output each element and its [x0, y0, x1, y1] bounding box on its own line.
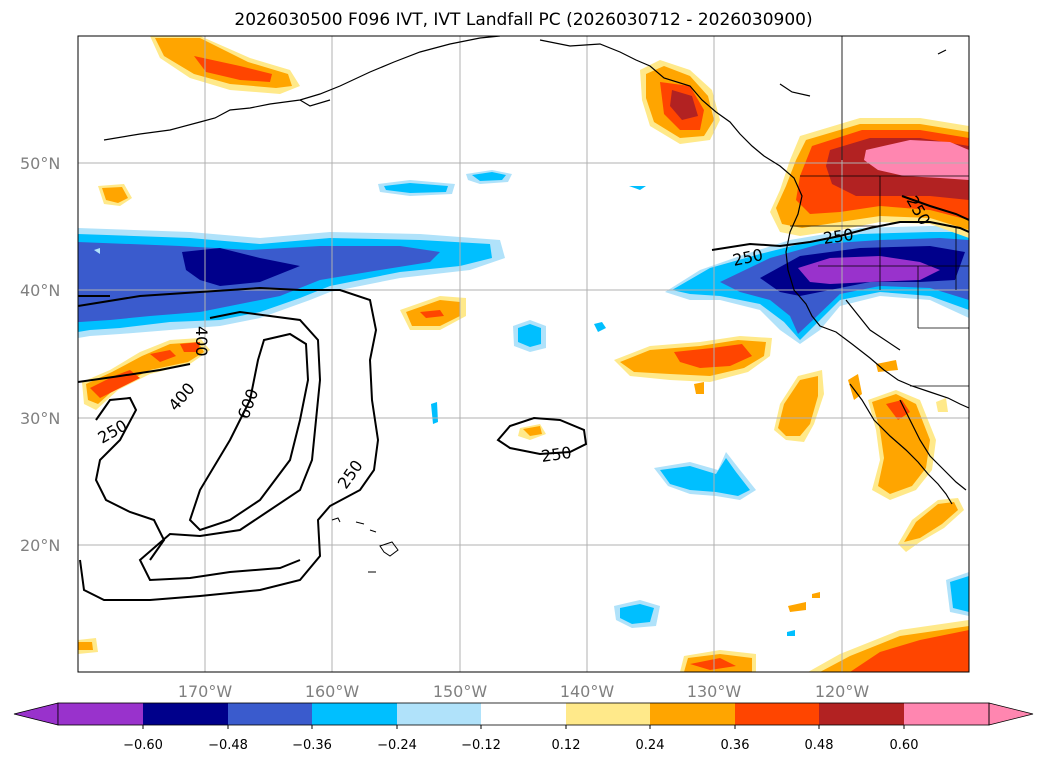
colorbar-extend-max: [988, 702, 1034, 726]
lon-label: 160°W: [305, 682, 360, 701]
pc-fill-area: [904, 502, 958, 542]
colorbar-segment: [397, 703, 481, 725]
colorbar-tick-label: −0.60: [123, 738, 163, 753]
colorbar-tick-label: −0.48: [208, 738, 248, 753]
pc-fill-area: [788, 602, 806, 612]
lat-label: 50°N: [20, 154, 60, 173]
colorbar-segment: [481, 703, 566, 725]
map-plot-area: 250 400 600 400 250 250 250 250 250: [78, 36, 969, 672]
map-frame: [77, 35, 970, 673]
colorbar-segment: [904, 703, 989, 725]
pc-fill-area: [660, 458, 750, 496]
hawaiian-islands: [331, 517, 399, 573]
pc-fill-area: [848, 374, 862, 400]
map-title: 2026030500 F096 IVT, IVT Landfall PC (20…: [234, 10, 813, 30]
negative-pc-band-coast: [665, 226, 969, 344]
colorbar-tick-label: 0.36: [721, 738, 750, 753]
lon-label: 120°W: [815, 682, 870, 701]
colorbar-segment: [58, 703, 143, 725]
pc-fill-area: [670, 90, 698, 120]
pc-fill-area: [194, 56, 272, 82]
longitude-labels: 170°W 160°W 150°W 140°W 130°W 120°W: [178, 682, 870, 701]
contour-label: 250: [822, 225, 855, 248]
colorbar-tick-label: 0.24: [636, 738, 665, 753]
colorbar-extend-min: [13, 702, 59, 726]
colorbar-segment: [819, 703, 904, 725]
negative-pc-band-central: [78, 228, 505, 338]
pc-fill-area: [876, 360, 898, 372]
pc-fill-area: [629, 186, 646, 190]
pc-fill-area: [620, 604, 654, 624]
colorbar-segment: [735, 703, 819, 725]
contour-label: 400: [192, 326, 211, 357]
ivt-contours: [78, 195, 969, 601]
coastlines: [103, 36, 969, 505]
pc-fill-area: [674, 344, 752, 368]
pc-fill-area: [384, 183, 448, 193]
graticule: [78, 36, 969, 672]
lon-label: 130°W: [687, 682, 742, 701]
pc-fill-area: [518, 324, 541, 347]
pc-fill-area: [778, 376, 818, 436]
pc-fill-area: [94, 248, 100, 254]
pc-fill-area: [950, 576, 969, 612]
pc-fill-area: [420, 310, 444, 318]
pc-fill-area: [850, 630, 969, 672]
colorbar-tick-label: −0.36: [292, 738, 332, 753]
pc-fill-area: [690, 658, 736, 670]
pc-fill-area: [864, 140, 969, 180]
colorbar-segment: [228, 703, 312, 725]
pc-fill-area: [694, 382, 704, 394]
lon-label: 150°W: [433, 682, 488, 701]
lon-label: 170°W: [178, 682, 233, 701]
colorbar-tick-label: 0.12: [552, 738, 581, 753]
pc-fill-area: [523, 426, 542, 436]
colorbar-segment: [566, 703, 650, 725]
latitude-labels: 50°N 40°N 30°N 20°N: [20, 154, 60, 555]
political-borders: [790, 36, 969, 387]
pc-fill-area: [872, 394, 930, 494]
contour-label: 250: [540, 443, 573, 466]
colorbar-tick-label: 0.60: [890, 738, 919, 753]
pc-fill-area: [150, 350, 176, 362]
pc-fill-area: [594, 322, 606, 332]
pc-fill-area: [936, 398, 948, 412]
lat-label: 20°N: [20, 536, 60, 555]
pc-fill-area: [798, 256, 940, 284]
pc-fill-area: [102, 187, 128, 203]
colorbar-segment: [312, 703, 397, 725]
pc-fill-area: [180, 342, 200, 352]
positive-pc-areas: [78, 36, 969, 672]
pc-fill-area: [86, 342, 204, 404]
pc-fill-area: [886, 400, 910, 420]
pc-fill-area: [787, 630, 795, 636]
pc-fill-area: [90, 370, 140, 398]
lon-label: 140°W: [560, 682, 615, 701]
colorbar-segment: [143, 703, 228, 725]
pc-fill-area: [812, 592, 820, 598]
colorbar-tick-label: −0.12: [461, 738, 501, 753]
contour-labels: 250 400 600 400 250 250 250 250 250: [95, 193, 935, 493]
colorbar-tick-label: −0.24: [377, 738, 417, 753]
colorbar-segment: [650, 703, 735, 725]
pc-fill-area: [78, 642, 93, 650]
lat-label: 30°N: [20, 409, 60, 428]
pc-fill-area: [182, 248, 300, 286]
negative-pc-blobs: [94, 170, 969, 636]
pc-fill-area: [472, 172, 506, 181]
lat-label: 40°N: [20, 281, 60, 300]
colorbar-tick-label: 0.48: [805, 738, 834, 753]
colorbar: −0.60 −0.48 −0.36 −0.24 −0.12 0.12 0.24 …: [13, 702, 1034, 753]
